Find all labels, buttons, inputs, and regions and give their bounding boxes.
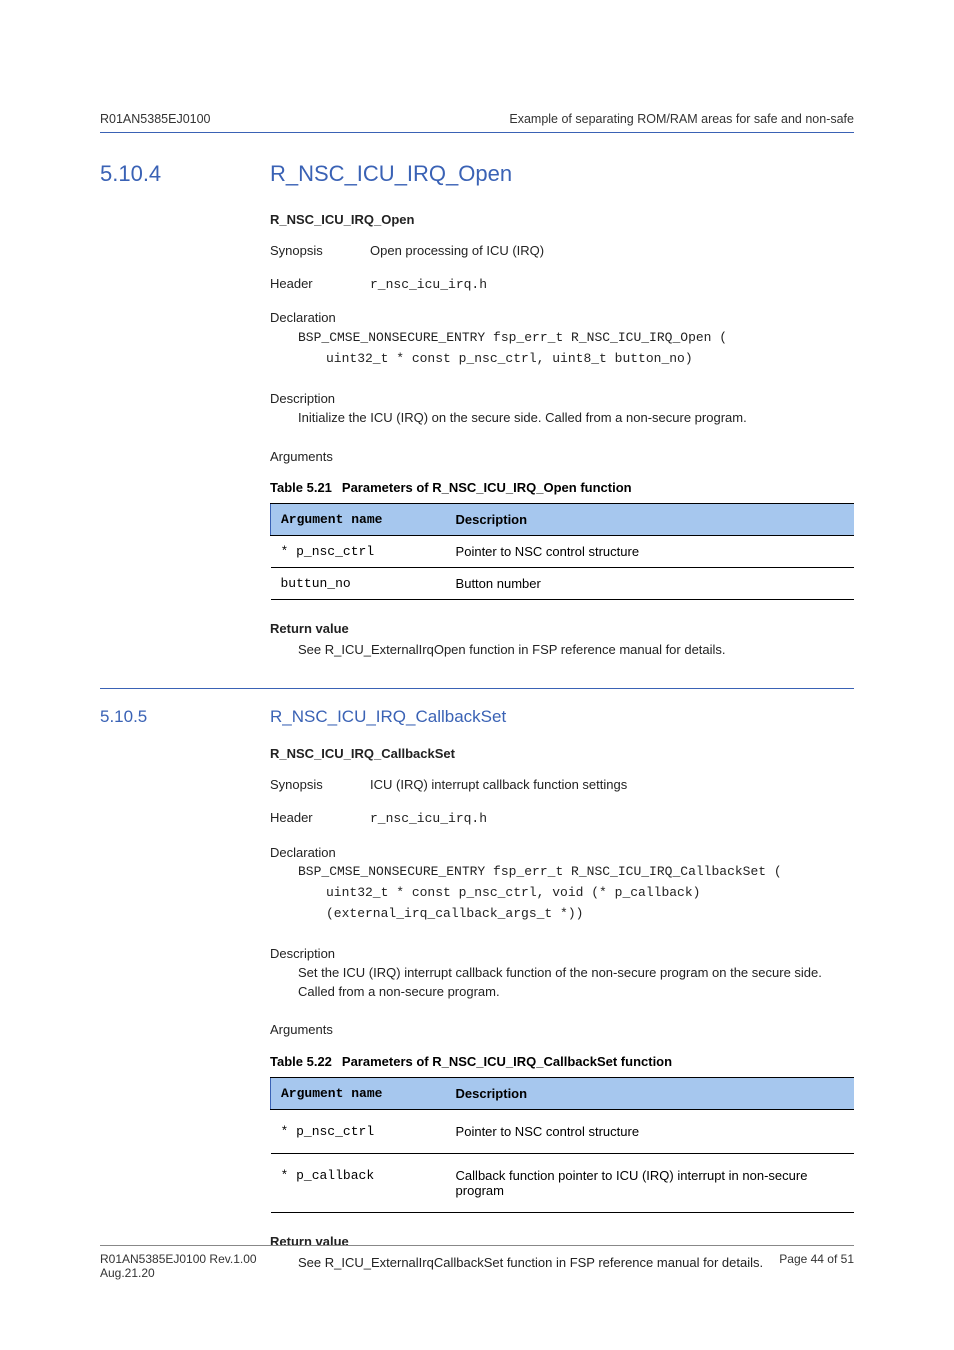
section-body: R_NSC_ICU_IRQ_Open Synopsis Open process… <box>270 211 854 466</box>
function-name: R_NSC_ICU_IRQ_Open <box>270 211 854 230</box>
table-row: * p_callback Callback function pointer t… <box>271 1154 855 1213</box>
table-2-caption: Parameters of R_NSC_ICU_IRQ_CallbackSet … <box>342 1054 672 1069</box>
return-text: See R_ICU_ExternalIrqOpen function in FS… <box>298 641 854 660</box>
function-name-2: R_NSC_ICU_IRQ_CallbackSet <box>270 745 854 764</box>
synopsis-text: Open processing of ICU (IRQ) <box>370 242 544 261</box>
table-row: * p_nsc_ctrl Pointer to NSC control stru… <box>271 1110 855 1154</box>
table-row: buttun_no Button number <box>271 568 855 600</box>
footer-left: R01AN5385EJ0100 Rev.1.00 <box>100 1252 257 1266</box>
header-file-label-2: Header <box>270 809 370 830</box>
declaration-2-line-2: uint32_t * const p_nsc_ctrl, void (* p_c… <box>326 883 854 925</box>
table-2-col-1: Description <box>446 1078 854 1110</box>
table-1-r0c0: * p_nsc_ctrl <box>271 536 446 568</box>
table-row: * p_nsc_ctrl Pointer to NSC control stru… <box>271 536 855 568</box>
footer-right: Page 44 of 51 <box>779 1252 854 1280</box>
synopsis-label: Synopsis <box>270 242 370 261</box>
arguments-label: Arguments <box>270 448 854 467</box>
table-1-col-1: Description <box>446 504 854 536</box>
table-2-r1c1: Callback function pointer to ICU (IRQ) i… <box>446 1154 854 1213</box>
return-label: Return value <box>270 620 854 639</box>
arguments-label-2: Arguments <box>270 1021 854 1040</box>
declaration-line-1: BSP_CMSE_NONSECURE_ENTRY fsp_err_t R_NSC… <box>298 328 854 349</box>
parameters-table-1: Argument name Description * p_nsc_ctrl P… <box>270 503 854 600</box>
page-header: R01AN5385EJ0100 Example of separating RO… <box>100 112 854 126</box>
table-2-r0c1: Pointer to NSC control structure <box>446 1110 854 1154</box>
section-number: 5.10.4 <box>100 161 270 187</box>
table-2-r1c0: * p_callback <box>271 1154 446 1213</box>
table-1-r1c0: buttun_no <box>271 568 446 600</box>
subsection-body: R_NSC_ICU_IRQ_CallbackSet Synopsis ICU (… <box>270 745 854 1040</box>
footer-date: Aug.21.20 <box>100 1266 257 1280</box>
declaration-line-2: uint32_t * const p_nsc_ctrl, uint8_t but… <box>326 349 854 370</box>
description-text-2: Set the ICU (IRQ) interrupt callback fun… <box>298 964 854 1002</box>
table-1-title: Table 5.21 Parameters of R_NSC_ICU_IRQ_O… <box>270 480 854 495</box>
declaration-label: Declaration <box>270 309 854 328</box>
header-rule <box>100 132 854 133</box>
declaration-2-line-1: BSP_CMSE_NONSECURE_ENTRY fsp_err_t R_NSC… <box>298 862 854 883</box>
declaration-label-2: Declaration <box>270 844 854 863</box>
table-1-r0c1: Pointer to NSC control structure <box>446 536 854 568</box>
table-1-number: Table 5.21 <box>270 480 332 495</box>
table-2-r0c0: * p_nsc_ctrl <box>271 1110 446 1154</box>
table-1-caption: Parameters of R_NSC_ICU_IRQ_Open functio… <box>342 480 632 495</box>
subsection-number: 5.10.5 <box>100 707 270 727</box>
header-file-text-2: r_nsc_icu_irq.h <box>370 809 487 830</box>
header-file-text: r_nsc_icu_irq.h <box>370 275 487 296</box>
header-file-label: Header <box>270 275 370 296</box>
parameters-table-2: Argument name Description * p_nsc_ctrl P… <box>270 1077 854 1213</box>
header-left: R01AN5385EJ0100 <box>100 112 211 126</box>
section-title: R_NSC_ICU_IRQ_Open <box>270 161 854 187</box>
synopsis-text-2: ICU (IRQ) interrupt callback function se… <box>370 776 627 795</box>
description-label-2: Description <box>270 945 854 964</box>
synopsis-label-2: Synopsis <box>270 776 370 795</box>
description-text: Initialize the ICU (IRQ) on the secure s… <box>298 409 854 428</box>
header-right: Example of separating ROM/RAM areas for … <box>509 112 854 126</box>
description-label: Description <box>270 390 854 409</box>
table-1-r1c1: Button number <box>446 568 854 600</box>
table-2-title: Table 5.22 Parameters of R_NSC_ICU_IRQ_C… <box>270 1054 854 1069</box>
subsection-title: R_NSC_ICU_IRQ_CallbackSet <box>270 707 506 727</box>
table-2-col-0: Argument name <box>271 1078 446 1110</box>
table-1-col-0: Argument name <box>271 504 446 536</box>
page-footer: R01AN5385EJ0100 Rev.1.00 Aug.21.20 Page … <box>100 1245 854 1280</box>
subsection-rule <box>100 688 854 689</box>
table-2-number: Table 5.22 <box>270 1054 332 1069</box>
footer-rule <box>100 1245 854 1246</box>
